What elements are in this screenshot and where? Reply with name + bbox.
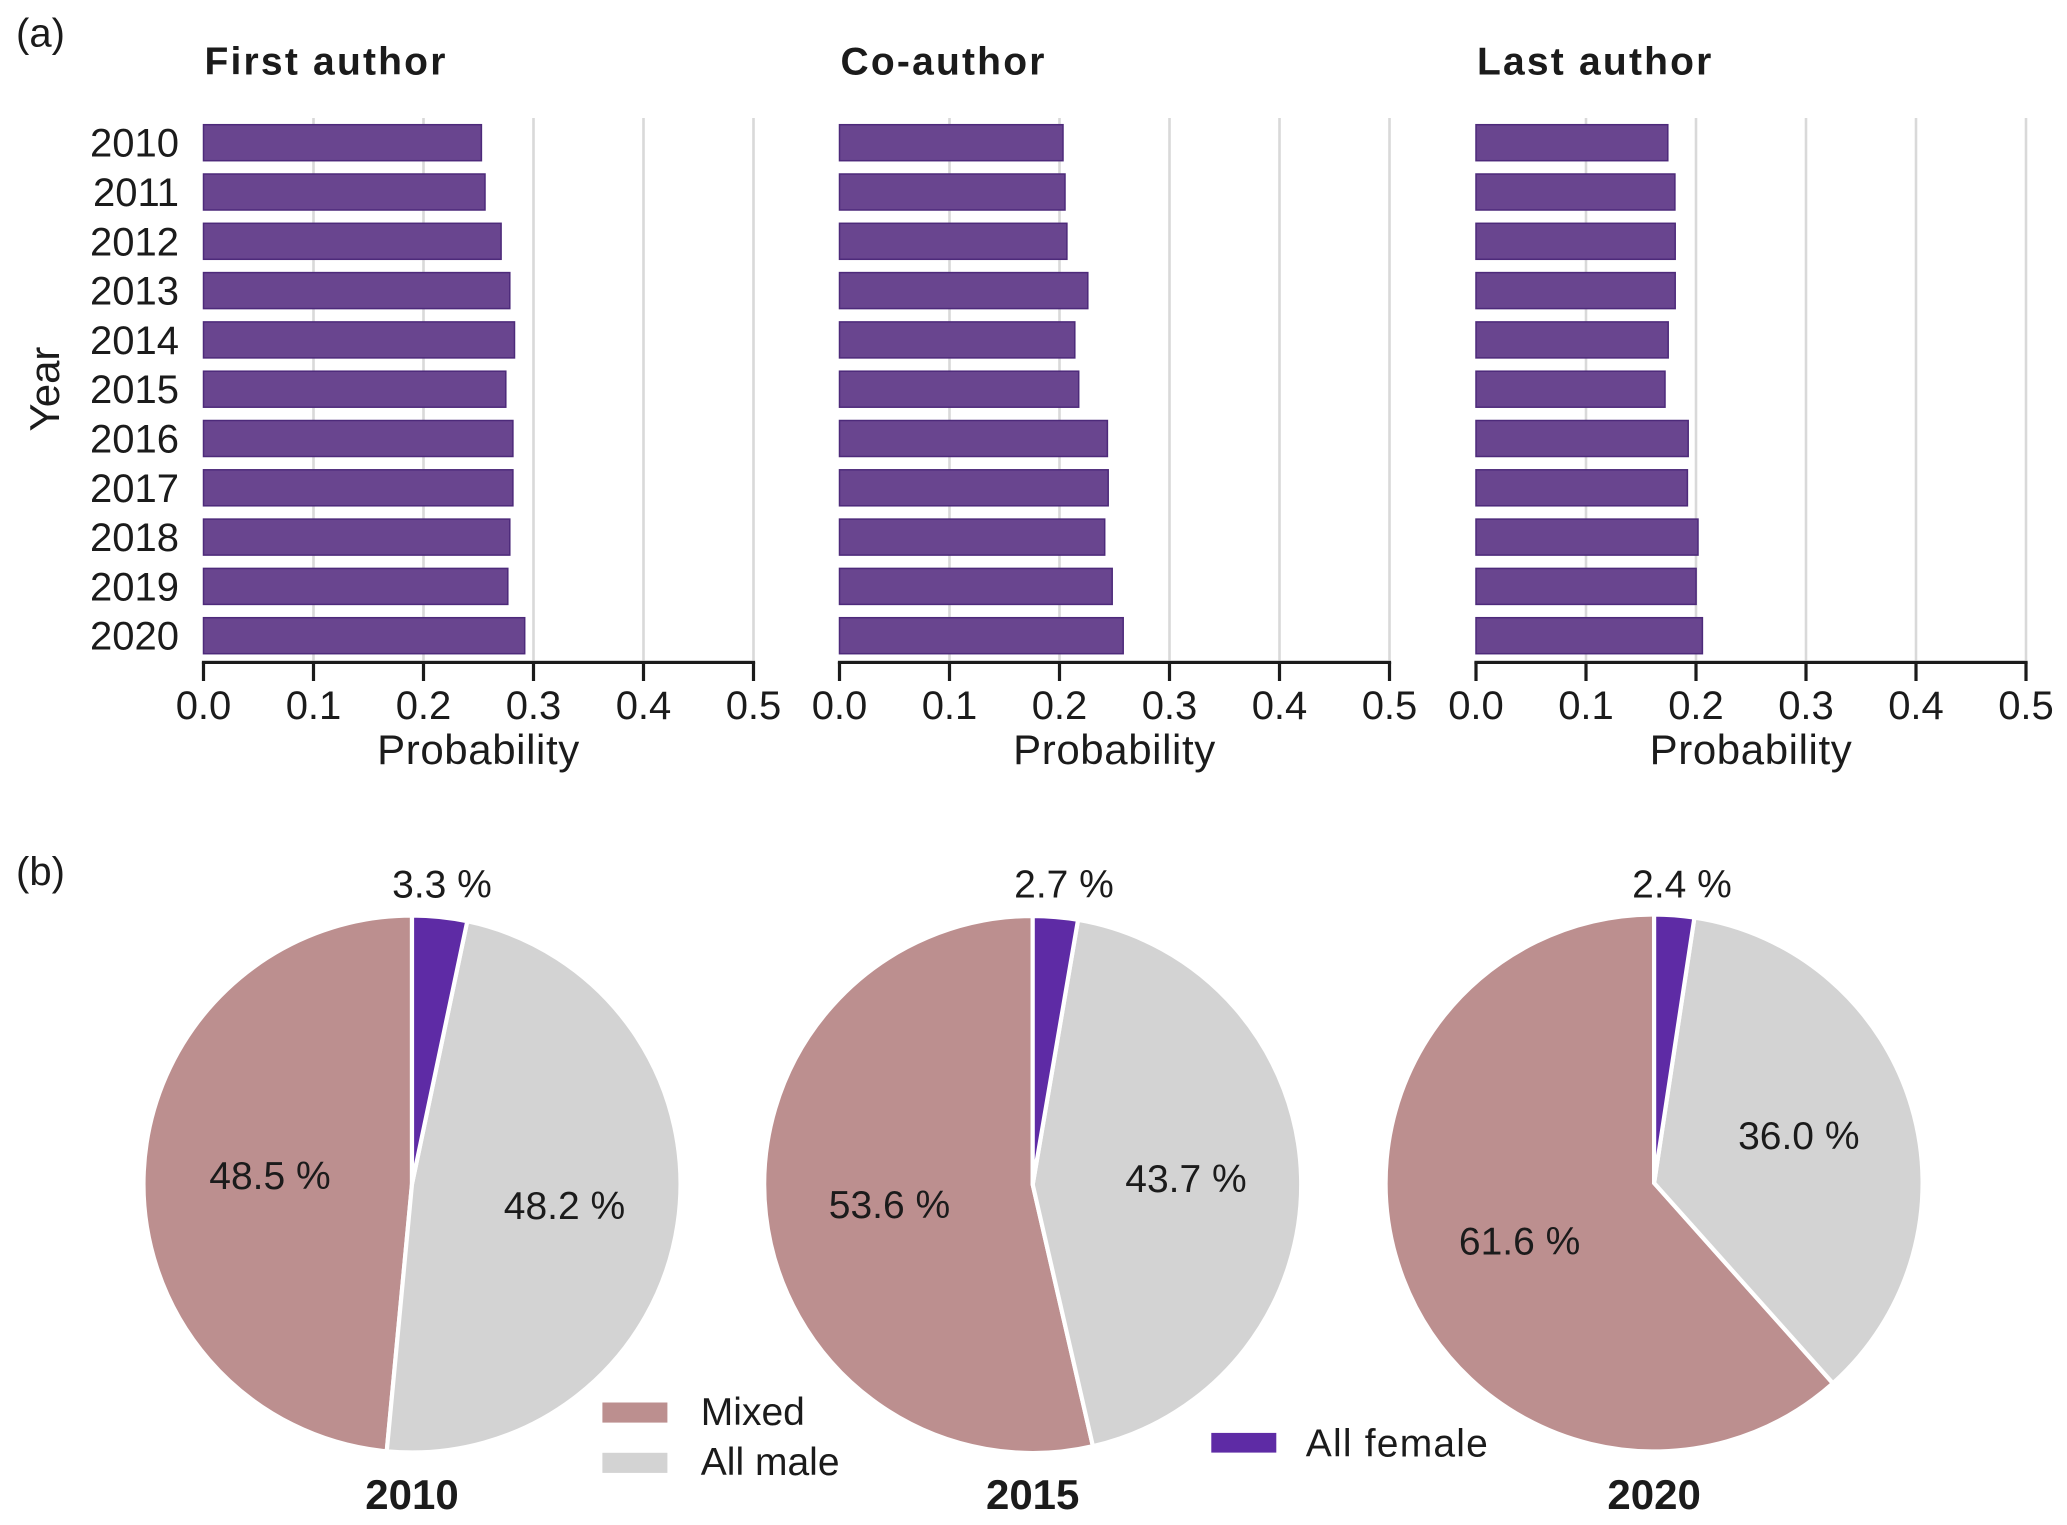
svg-text:2011: 2011 (93, 171, 179, 215)
svg-text:2019: 2019 (90, 565, 179, 609)
svg-text:Probability: Probability (1013, 726, 1216, 773)
svg-text:36.0 %: 36.0 % (1738, 1115, 1859, 1158)
svg-text:3.3 %: 3.3 % (392, 864, 492, 907)
svg-text:0.3: 0.3 (1142, 684, 1198, 728)
svg-text:0.3: 0.3 (1778, 684, 1834, 728)
svg-text:All female: All female (1306, 1423, 1489, 1466)
svg-text:2013: 2013 (90, 270, 179, 314)
svg-text:0.1: 0.1 (922, 684, 978, 728)
svg-text:0.5: 0.5 (1998, 684, 2054, 728)
svg-text:0.1: 0.1 (286, 684, 342, 728)
svg-text:Co-author: Co-author (841, 41, 1047, 84)
svg-text:2015: 2015 (90, 368, 179, 412)
svg-text:61.6 %: 61.6 % (1459, 1221, 1580, 1264)
svg-text:2017: 2017 (90, 467, 179, 511)
svg-text:43.7 %: 43.7 % (1125, 1158, 1246, 1201)
svg-text:0.1: 0.1 (1558, 684, 1614, 728)
svg-text:53.6 %: 53.6 % (829, 1184, 950, 1227)
svg-text:Mixed: Mixed (701, 1391, 805, 1434)
svg-text:0.5: 0.5 (1362, 684, 1418, 728)
svg-text:2.7 %: 2.7 % (1014, 864, 1114, 907)
svg-text:2014: 2014 (90, 319, 179, 363)
svg-text:0.4: 0.4 (1252, 684, 1308, 728)
svg-text:2012: 2012 (90, 220, 179, 264)
svg-text:2020: 2020 (1607, 1471, 1700, 1518)
svg-text:Probability: Probability (377, 726, 580, 773)
svg-text:0.4: 0.4 (1888, 684, 1944, 728)
svg-text:2016: 2016 (90, 418, 179, 462)
svg-text:(b): (b) (16, 850, 65, 894)
svg-text:0.0: 0.0 (812, 684, 868, 728)
svg-text:2.4 %: 2.4 % (1632, 864, 1732, 907)
svg-text:2010: 2010 (90, 122, 179, 166)
svg-text:48.5 %: 48.5 % (209, 1155, 330, 1198)
svg-text:2020: 2020 (90, 615, 179, 659)
svg-text:2018: 2018 (90, 516, 179, 560)
svg-text:0.3: 0.3 (506, 684, 562, 728)
svg-text:2015: 2015 (986, 1471, 1079, 1518)
svg-text:(a): (a) (16, 12, 65, 56)
svg-text:48.2 %: 48.2 % (504, 1185, 625, 1228)
svg-text:Probability: Probability (1650, 726, 1853, 773)
svg-text:First author: First author (205, 41, 448, 84)
svg-text:Last author: Last author (1477, 41, 1714, 84)
svg-text:0.4: 0.4 (616, 684, 672, 728)
svg-text:0.5: 0.5 (726, 684, 782, 728)
svg-text:2010: 2010 (365, 1471, 458, 1518)
svg-text:0.2: 0.2 (396, 684, 452, 728)
svg-text:Year: Year (21, 347, 68, 432)
svg-text:0.2: 0.2 (1668, 684, 1724, 728)
svg-text:0.2: 0.2 (1032, 684, 1088, 728)
svg-text:0.0: 0.0 (176, 684, 232, 728)
svg-text:All male: All male (701, 1441, 840, 1484)
svg-text:0.0: 0.0 (1448, 684, 1504, 728)
